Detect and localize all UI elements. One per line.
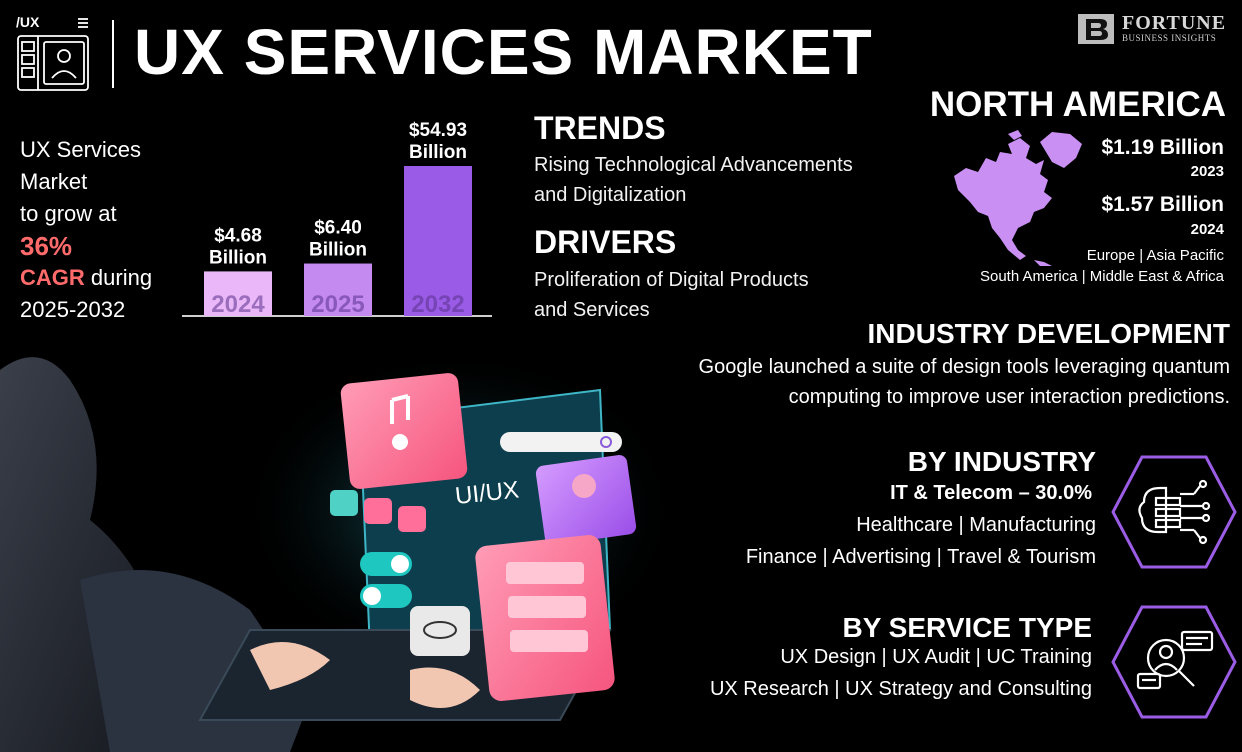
forecast-period: 2025-2032 xyxy=(20,297,126,322)
na-value-2023: $1.19 Billion xyxy=(1101,136,1224,159)
ux-logo-icon: /UX xyxy=(16,14,89,91)
bar-data-label: $54.93 xyxy=(409,120,467,141)
bar-data-label: $6.40 xyxy=(314,218,362,239)
page-title: UX SERVICES MARKET xyxy=(134,16,873,88)
eye-card xyxy=(410,606,470,656)
search-bar xyxy=(500,432,622,452)
cagr-value: 36% xyxy=(20,231,73,261)
brand-subtitle: BUSINESS INSIGHTS xyxy=(1122,33,1217,43)
user-research-icon xyxy=(1111,605,1237,719)
other-regions-line-2: South America | Middle East & Africa xyxy=(979,268,1224,285)
profile-card xyxy=(535,455,637,545)
summary-line-1: UX Services xyxy=(20,137,142,162)
market-size-bar-chart: 2024$4.68Billion2025$6.40Billion2032$54.… xyxy=(182,120,492,318)
drivers-line-1: Proliferation of Digital Products xyxy=(534,269,809,291)
service-list-row-1: UX Design | UX Audit | UC Training xyxy=(780,646,1092,668)
bar-data-label: Billion xyxy=(209,247,267,268)
trends-text: Rising Technological Advancements and Di… xyxy=(534,150,914,210)
industry-development-line-1: Google launched a suite of design tools … xyxy=(698,356,1230,378)
bar-category-label: 2032 xyxy=(411,291,464,318)
music-card xyxy=(340,373,468,489)
industry-development-text: Google launched a suite of design tools … xyxy=(650,352,1230,412)
na-year-2024: 2024 xyxy=(1190,221,1224,238)
summary-line-3: to grow at xyxy=(20,201,117,226)
industry-development-line-2: computing to improve user interaction pr… xyxy=(788,386,1230,408)
ux-logo-label: /UX xyxy=(16,14,40,30)
bar-2025 xyxy=(304,263,372,316)
fortune-logo-icon xyxy=(1078,14,1114,44)
trends-line-2: and Digitalization xyxy=(534,184,687,206)
drivers-text: Proliferation of Digital Products and Se… xyxy=(534,265,914,325)
trends-heading: TRENDS xyxy=(534,110,666,146)
na-value-2024: $1.57 Billion xyxy=(1101,193,1224,216)
bar-data-label: $4.68 xyxy=(214,225,262,246)
bar-2032 xyxy=(404,166,472,316)
cagr-label: CAGR xyxy=(20,265,85,290)
drivers-heading: DRIVERS xyxy=(534,224,677,260)
top-industry-share: IT & Telecom – 30.0% xyxy=(890,482,1092,504)
na-year-2023: 2023 xyxy=(1190,163,1224,180)
cagr-during: during xyxy=(84,265,153,290)
service-list-row-2: UX Research | UX Strategy and Consulting xyxy=(709,678,1092,700)
screen-label: UI/UX xyxy=(454,476,520,510)
bar-category-label: 2024 xyxy=(211,291,265,318)
circuit-brain-icon xyxy=(1111,455,1237,569)
by-industry-heading: BY INDUSTRY xyxy=(907,446,1096,477)
north-america-map-icon xyxy=(954,130,1082,266)
brand-logo: FORTUNE BUSINESS INSIGHTS xyxy=(1078,12,1228,46)
brand-name: FORTUNE xyxy=(1122,12,1227,34)
industry-development-heading: INDUSTRY DEVELOPMENT xyxy=(867,318,1230,349)
drivers-line-2: and Services xyxy=(534,299,650,321)
industry-list-row-2: Finance | Advertising | Travel & Tourism xyxy=(745,546,1096,568)
bar-2024 xyxy=(204,271,272,316)
north-america-heading: NORTH AMERICA xyxy=(929,85,1226,124)
trends-line-1: Rising Technological Advancements xyxy=(534,154,853,176)
title-divider xyxy=(112,20,114,88)
other-regions-line-1: Europe | Asia Pacific xyxy=(1086,247,1224,264)
growth-summary: UX Services Market to grow at 36% CAGR d… xyxy=(20,134,190,326)
laptop-ui-ux-illustration: UI/UX xyxy=(0,350,680,752)
summary-line-2: Market xyxy=(20,169,88,194)
bar-data-label: Billion xyxy=(309,240,367,261)
bar-category-label: 2025 xyxy=(311,291,364,318)
bar-data-label: Billion xyxy=(409,142,467,163)
industry-list-row-1: Healthcare | Manufacturing xyxy=(856,514,1096,536)
by-service-type-heading: BY SERVICE TYPE xyxy=(842,612,1093,643)
